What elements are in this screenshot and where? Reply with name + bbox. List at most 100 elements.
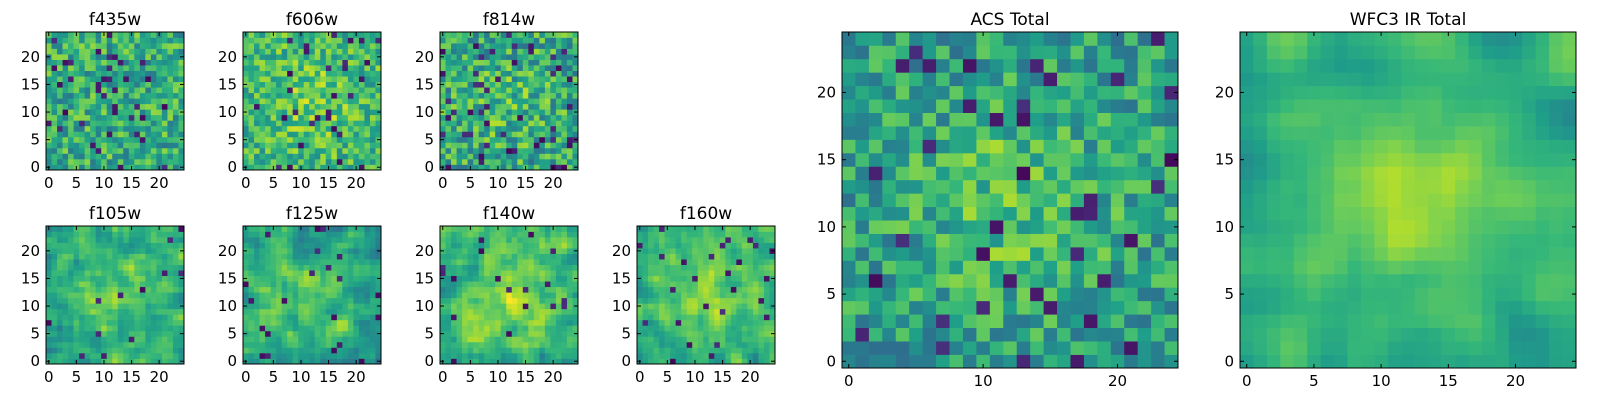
heatmap-cell [703, 292, 710, 299]
heatmap-cell [484, 253, 491, 260]
heatmap-cell [73, 98, 80, 105]
heatmap-cell [336, 286, 343, 293]
heatmap-cell [353, 308, 360, 315]
heatmap-cell [62, 303, 69, 310]
heatmap-cell [697, 226, 704, 232]
heatmap-cell [489, 336, 496, 343]
heatmap-cell [670, 297, 676, 304]
heatmap-cell [681, 286, 688, 293]
heatmap-cell [139, 319, 146, 326]
heatmap-cell [79, 231, 85, 238]
heatmap-cell [769, 347, 776, 354]
heatmap-cell [719, 270, 726, 277]
heatmap-cell [51, 114, 58, 121]
heatmap-cell [489, 147, 496, 154]
heatmap-cell [320, 37, 327, 44]
heatmap-cell [561, 286, 568, 293]
heatmap-cell [106, 37, 113, 44]
heatmap-cell [369, 325, 376, 332]
heatmap-cell [511, 281, 518, 288]
heatmap-cell [451, 131, 457, 138]
heatmap-cell [106, 81, 113, 88]
heatmap-cell [314, 147, 321, 154]
heatmap-cell [467, 103, 474, 110]
heatmap-cell [364, 81, 371, 88]
heatmap-cell [178, 281, 185, 288]
heatmap-cell [51, 281, 58, 288]
heatmap-cell [276, 325, 282, 332]
heatmap-cell [467, 336, 474, 343]
heatmap-cell [167, 158, 174, 165]
heatmap-cell [79, 264, 85, 271]
heatmap-cell [681, 341, 688, 348]
x-tick-label: 20 [347, 174, 366, 192]
heatmap-cell [128, 65, 135, 71]
heatmap-cell [259, 131, 266, 138]
heatmap-cell [550, 242, 557, 249]
heatmap-cell [555, 248, 562, 254]
heatmap-cell [539, 347, 546, 354]
heatmap-cell [1110, 233, 1125, 248]
heatmap-cell [276, 303, 282, 310]
heatmap-cell [697, 336, 704, 343]
heatmap-cell [741, 248, 748, 254]
heatmap-cell [375, 325, 382, 332]
heatmap-cell [265, 308, 271, 315]
heatmap-cell [325, 330, 332, 337]
heatmap-cell [57, 303, 63, 310]
heatmap-cell [445, 48, 452, 55]
heatmap-cell [572, 87, 579, 94]
heatmap-cell [123, 275, 130, 282]
heatmap-cell [161, 37, 168, 44]
y-tick-label: 15 [415, 269, 434, 287]
heatmap-cell [445, 253, 452, 260]
heatmap-cell [478, 259, 485, 265]
heatmap-cell [522, 43, 529, 49]
heatmap-cell [686, 248, 693, 254]
heatmap-cell [719, 292, 726, 299]
heatmap-cell [1110, 354, 1125, 369]
heatmap-cell [1110, 314, 1125, 329]
heatmap-cell [303, 136, 310, 143]
heatmap-cell [347, 330, 354, 337]
heatmap-cell [555, 253, 562, 260]
heatmap-cell [265, 226, 271, 232]
heatmap-cell [555, 65, 562, 71]
heatmap-cell [150, 109, 157, 116]
heatmap-cell [298, 54, 305, 60]
heatmap-cell [314, 43, 321, 49]
heatmap-cell [561, 226, 568, 232]
heatmap-cell [369, 253, 376, 260]
heatmap-cell [440, 297, 446, 304]
heatmap-cell [117, 275, 124, 282]
heatmap-cell [325, 297, 332, 304]
heatmap-cell [62, 65, 69, 71]
heatmap-cell [922, 300, 937, 315]
heatmap-cell [714, 341, 721, 348]
heatmap-cell [922, 193, 937, 208]
heatmap-cell [139, 114, 146, 121]
heatmap-cell [101, 237, 108, 243]
heatmap-cell [462, 352, 468, 359]
heatmap-cell [686, 297, 693, 304]
heatmap-cell [517, 237, 524, 243]
heatmap-cell [276, 308, 282, 315]
heatmap-cell [653, 330, 660, 337]
heatmap-cell [123, 341, 130, 348]
heatmap-cell [172, 330, 179, 337]
heatmap-cell [358, 352, 365, 359]
heatmap-cell [347, 303, 354, 310]
heatmap-cell [281, 352, 288, 359]
heatmap-cell [489, 158, 496, 165]
heatmap-cell [145, 142, 152, 149]
heatmap-cell [462, 253, 468, 260]
heatmap-cell [653, 264, 660, 271]
heatmap-cell [484, 164, 491, 171]
heatmap-cell [522, 270, 529, 277]
heatmap-cell [882, 247, 897, 261]
heatmap-cell [725, 226, 732, 232]
heatmap-cell [1083, 354, 1098, 369]
heatmap-cell [331, 136, 338, 143]
heatmap-cell [145, 98, 152, 105]
heatmap-cell [752, 242, 759, 249]
